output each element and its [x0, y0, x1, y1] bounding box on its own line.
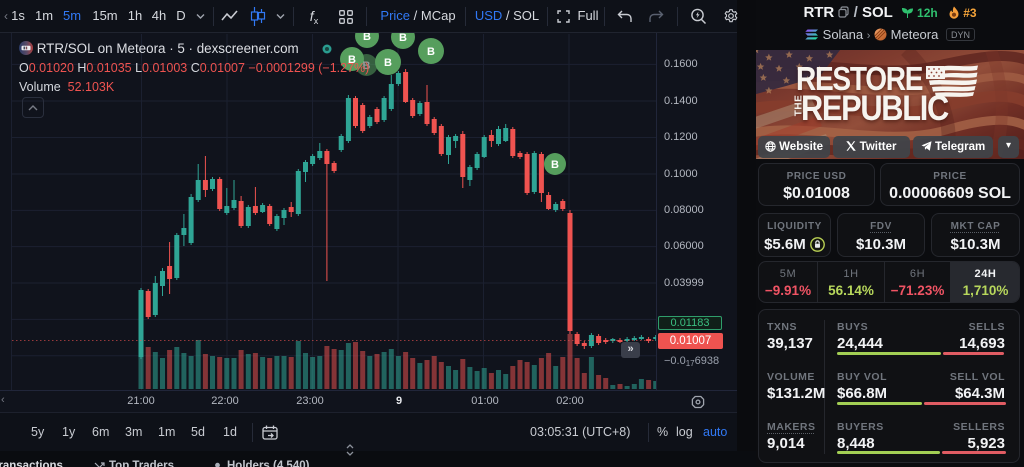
svg-text:B: B [384, 57, 392, 69]
svg-text:B: B [427, 46, 435, 58]
svg-text:B: B [363, 60, 371, 72]
svg-text:B: B [348, 54, 356, 66]
svg-text:B: B [363, 31, 371, 43]
svg-text:B: B [551, 159, 559, 171]
svg-text:B: B [399, 32, 407, 44]
